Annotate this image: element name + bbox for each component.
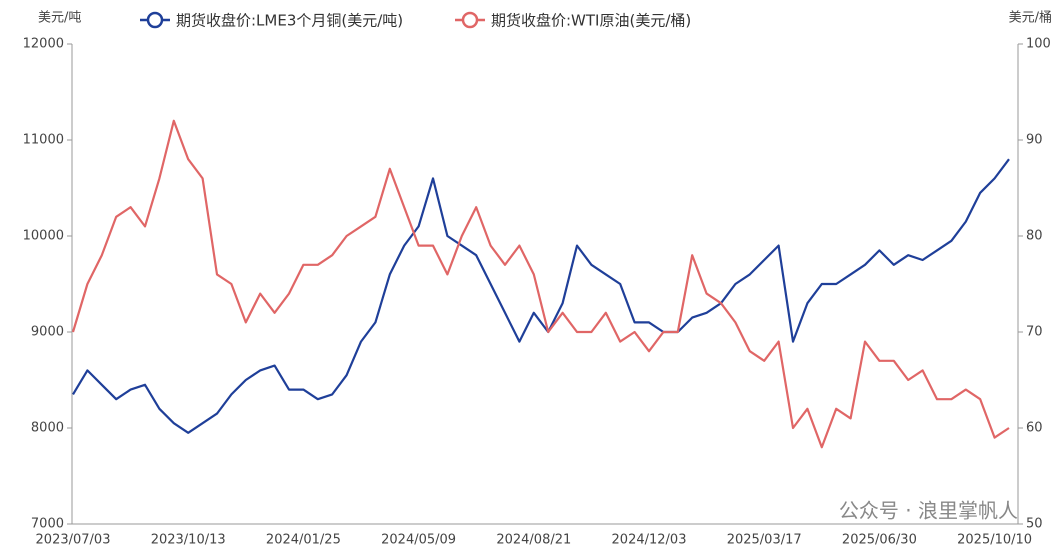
x-tick-label: 2023/07/03 (36, 533, 111, 548)
x-tick-label: 2024/12/03 (612, 533, 687, 548)
x-tick-label: 2024/05/09 (381, 533, 456, 548)
legend-marker (146, 11, 164, 29)
y-tick-label: 7000 (31, 517, 64, 532)
x-tick-label: 2023/10/13 (151, 533, 226, 548)
y2-tick-label: 80 (1026, 229, 1043, 244)
x-tick-label: 2024/08/21 (496, 533, 571, 548)
series-line (72, 158, 1010, 434)
x-tick-label: 2024/01/25 (266, 533, 341, 548)
y-tick-label: 10000 (23, 229, 64, 244)
y2-unit: 美元/桶 (1009, 11, 1052, 26)
y2-tick-label: 60 (1026, 421, 1043, 436)
y-tick-label: 8000 (31, 421, 64, 436)
legend-label: 期货收盘价:LME3个月铜(美元/吨) (176, 12, 403, 30)
series-line (71, 119, 1010, 449)
legend-marker (461, 11, 479, 29)
x-tick-label: 2025/06/30 (842, 533, 917, 548)
y-tick-label: 12000 (23, 37, 64, 52)
x-tick-label: 2025/10/10 (957, 533, 1032, 548)
x-tick-label: 2025/03/17 (727, 533, 802, 548)
legend-label: 期货收盘价:WTI原油(美元/桶) (491, 12, 691, 30)
y-tick-label: 11000 (23, 133, 64, 148)
y2-tick-label: 50 (1026, 517, 1043, 532)
y2-tick-label: 100 (1026, 37, 1051, 52)
y2-tick-label: 90 (1026, 133, 1043, 148)
y-tick-label: 9000 (31, 325, 64, 340)
y-unit: 美元/吨 (38, 11, 81, 26)
watermark: 公众号 · 浪里掌帆人 (839, 499, 1018, 523)
y2-tick-label: 70 (1026, 325, 1043, 340)
